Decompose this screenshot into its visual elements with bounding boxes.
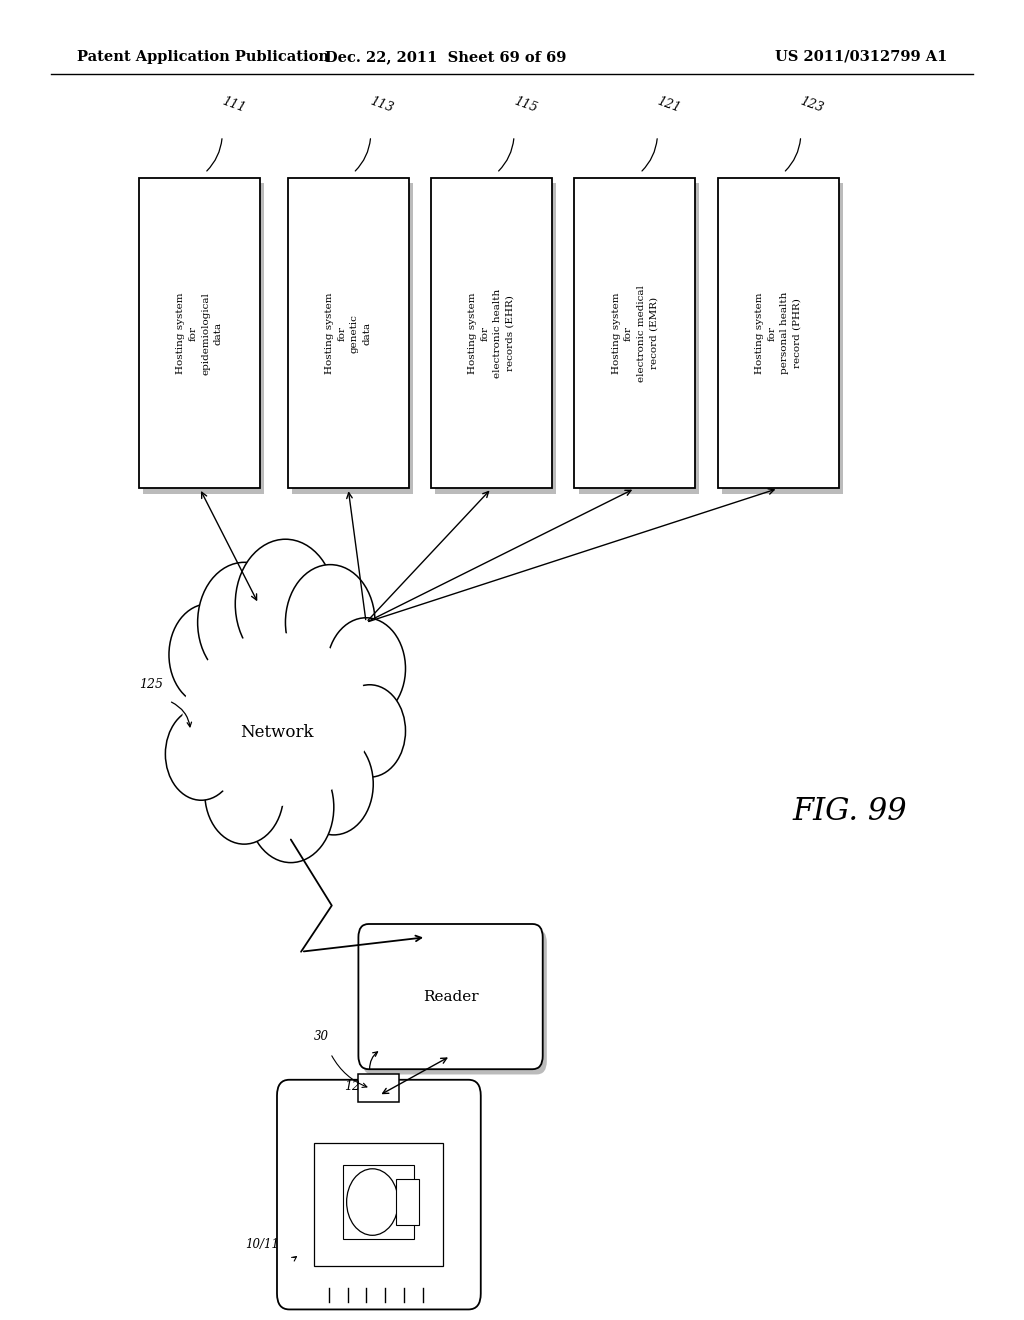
FancyBboxPatch shape [358,1074,399,1102]
FancyBboxPatch shape [579,183,699,494]
Text: 113: 113 [369,95,395,115]
FancyBboxPatch shape [718,178,839,488]
Text: 125: 125 [139,678,163,692]
Text: Patent Application Publication: Patent Application Publication [77,50,329,63]
FancyBboxPatch shape [288,178,409,488]
Ellipse shape [173,622,380,817]
FancyBboxPatch shape [435,183,556,494]
Text: 111: 111 [220,95,247,115]
Circle shape [327,618,406,719]
FancyBboxPatch shape [431,178,552,488]
Circle shape [166,708,238,800]
FancyBboxPatch shape [362,929,547,1074]
FancyBboxPatch shape [314,1143,443,1266]
Circle shape [205,742,284,845]
Text: 123: 123 [799,95,825,115]
Text: Reader: Reader [423,990,478,1003]
Text: Hosting system
for
electronic health
records (EHR): Hosting system for electronic health rec… [468,289,515,378]
Ellipse shape [182,632,371,807]
FancyBboxPatch shape [343,1166,415,1239]
Circle shape [295,733,373,834]
Circle shape [248,752,334,863]
Text: US 2011/0312799 A1: US 2011/0312799 A1 [775,50,947,63]
FancyBboxPatch shape [276,1080,480,1309]
Circle shape [334,685,406,777]
Text: 12: 12 [344,1080,360,1093]
Text: Hosting system
for
genetic
data: Hosting system for genetic data [325,293,372,374]
FancyBboxPatch shape [292,183,413,494]
Text: Hosting system
for
epidemiological
data: Hosting system for epidemiological data [176,292,223,375]
FancyBboxPatch shape [143,183,264,494]
Circle shape [169,605,248,706]
Text: 121: 121 [655,95,682,115]
FancyBboxPatch shape [139,178,260,488]
FancyBboxPatch shape [395,1179,419,1225]
FancyBboxPatch shape [722,183,843,494]
Text: 10/11: 10/11 [245,1238,279,1250]
Circle shape [286,565,375,680]
Text: FIG. 99: FIG. 99 [793,796,907,828]
Text: Hosting system
for
electronic medical
record (EMR): Hosting system for electronic medical re… [611,285,658,381]
FancyBboxPatch shape [358,924,543,1069]
Circle shape [198,562,291,682]
Text: Network: Network [240,725,313,741]
Circle shape [236,539,336,668]
Text: 30: 30 [314,1030,329,1043]
FancyBboxPatch shape [574,178,695,488]
Circle shape [346,1168,398,1236]
Text: Dec. 22, 2011  Sheet 69 of 69: Dec. 22, 2011 Sheet 69 of 69 [325,50,566,63]
Text: 115: 115 [512,95,539,115]
Text: Hosting system
for
personal health
record (PHR): Hosting system for personal health recor… [755,292,802,375]
